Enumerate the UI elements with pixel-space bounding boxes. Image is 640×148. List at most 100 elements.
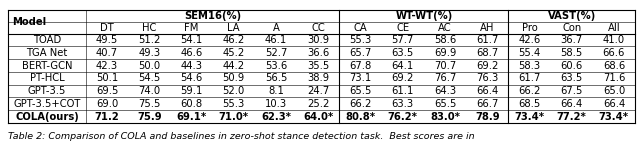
Text: 58.5: 58.5 <box>561 48 583 58</box>
Text: 52.7: 52.7 <box>265 48 287 58</box>
Text: 55.4: 55.4 <box>518 48 541 58</box>
Text: 50.1: 50.1 <box>96 73 118 83</box>
Text: Table 2: Comparison of COLA and baselines in zero-shot stance detection task.  B: Table 2: Comparison of COLA and baseline… <box>8 132 475 141</box>
Text: 55.3: 55.3 <box>223 99 245 109</box>
Text: 65.5: 65.5 <box>349 86 372 96</box>
Text: 8.1: 8.1 <box>268 86 284 96</box>
Text: 54.5: 54.5 <box>138 73 161 83</box>
Text: 83.0*: 83.0* <box>430 112 460 122</box>
Text: 56.5: 56.5 <box>265 73 287 83</box>
Text: 41.0: 41.0 <box>603 35 625 45</box>
Text: 65.0: 65.0 <box>603 86 625 96</box>
Text: LA: LA <box>227 23 240 33</box>
Text: 45.2: 45.2 <box>223 48 245 58</box>
Text: 69.2: 69.2 <box>392 73 414 83</box>
Text: 75.5: 75.5 <box>138 99 161 109</box>
Text: FM: FM <box>184 23 199 33</box>
Text: 73.4*: 73.4* <box>515 112 545 122</box>
Text: 66.4: 66.4 <box>476 86 499 96</box>
Text: 58.3: 58.3 <box>518 61 541 71</box>
Text: Con: Con <box>562 23 581 33</box>
Text: 69.9: 69.9 <box>434 48 456 58</box>
Text: 58.6: 58.6 <box>434 35 456 45</box>
Text: 36.7: 36.7 <box>561 35 583 45</box>
Text: CA: CA <box>354 23 367 33</box>
Text: 76.3: 76.3 <box>476 73 499 83</box>
Text: TGA Net: TGA Net <box>26 48 68 58</box>
Text: 49.5: 49.5 <box>96 35 118 45</box>
Text: 40.7: 40.7 <box>96 48 118 58</box>
Text: 76.2*: 76.2* <box>388 112 418 122</box>
Text: HC: HC <box>142 23 157 33</box>
Text: A: A <box>273 23 280 33</box>
Text: 24.7: 24.7 <box>307 86 330 96</box>
Text: 78.9: 78.9 <box>475 112 499 122</box>
Text: 44.3: 44.3 <box>180 61 203 71</box>
Text: 69.2: 69.2 <box>476 61 499 71</box>
Text: DT: DT <box>100 23 114 33</box>
Text: 66.2: 66.2 <box>349 99 372 109</box>
Text: 71.0*: 71.0* <box>219 112 249 122</box>
Text: 63.5: 63.5 <box>561 73 583 83</box>
Text: SEM16(%): SEM16(%) <box>184 11 241 21</box>
Text: 61.7: 61.7 <box>476 35 499 45</box>
Text: PT-HCL: PT-HCL <box>29 73 64 83</box>
Text: CC: CC <box>312 23 325 33</box>
Text: 65.7: 65.7 <box>349 48 372 58</box>
Text: 73.1: 73.1 <box>349 73 372 83</box>
Text: 46.2: 46.2 <box>223 35 245 45</box>
Text: CE: CE <box>396 23 410 33</box>
Text: 35.5: 35.5 <box>307 61 330 71</box>
Text: 69.5: 69.5 <box>96 86 118 96</box>
Text: 60.8: 60.8 <box>180 99 203 109</box>
Text: 67.5: 67.5 <box>561 86 583 96</box>
Text: 42.6: 42.6 <box>518 35 541 45</box>
Text: 70.7: 70.7 <box>434 61 456 71</box>
Text: 60.6: 60.6 <box>561 61 583 71</box>
Text: 76.7: 76.7 <box>434 73 456 83</box>
Text: All: All <box>607 23 620 33</box>
Text: 46.6: 46.6 <box>180 48 203 58</box>
Text: 63.3: 63.3 <box>392 99 414 109</box>
Text: 52.0: 52.0 <box>223 86 245 96</box>
Text: 50.9: 50.9 <box>223 73 245 83</box>
Text: 42.3: 42.3 <box>96 61 118 71</box>
Text: 66.2: 66.2 <box>518 86 541 96</box>
Text: 73.4*: 73.4* <box>599 112 629 122</box>
Text: 51.2: 51.2 <box>138 35 161 45</box>
Text: 68.6: 68.6 <box>603 61 625 71</box>
Text: 64.3: 64.3 <box>434 86 456 96</box>
Text: 59.1: 59.1 <box>180 86 203 96</box>
Text: 55.3: 55.3 <box>349 35 372 45</box>
Text: 36.6: 36.6 <box>307 48 330 58</box>
Text: 44.2: 44.2 <box>223 61 245 71</box>
Text: 69.0: 69.0 <box>96 99 118 109</box>
Text: 54.6: 54.6 <box>180 73 203 83</box>
Text: 66.6: 66.6 <box>603 48 625 58</box>
Text: 66.7: 66.7 <box>476 99 499 109</box>
Text: 68.7: 68.7 <box>476 48 499 58</box>
Text: Pro: Pro <box>522 23 538 33</box>
Text: 61.7: 61.7 <box>518 73 541 83</box>
Text: 38.9: 38.9 <box>307 73 330 83</box>
Text: 67.8: 67.8 <box>349 61 372 71</box>
Text: 25.2: 25.2 <box>307 99 330 109</box>
Text: 49.3: 49.3 <box>138 48 161 58</box>
Text: 71.6: 71.6 <box>603 73 625 83</box>
Text: AH: AH <box>480 23 494 33</box>
Text: 10.3: 10.3 <box>265 99 287 109</box>
Text: 61.1: 61.1 <box>392 86 414 96</box>
Text: WT-WT(%): WT-WT(%) <box>396 11 452 21</box>
Text: 66.4: 66.4 <box>603 99 625 109</box>
Text: 74.0: 74.0 <box>138 86 161 96</box>
Text: VAST(%): VAST(%) <box>548 11 596 21</box>
Text: 68.5: 68.5 <box>518 99 541 109</box>
Text: 71.2: 71.2 <box>95 112 120 122</box>
Text: 64.0*: 64.0* <box>303 112 333 122</box>
Text: GPT-3.5+COT: GPT-3.5+COT <box>13 99 81 109</box>
Text: TOAD: TOAD <box>33 35 61 45</box>
Text: AC: AC <box>438 23 452 33</box>
Text: COLA(ours): COLA(ours) <box>15 112 79 122</box>
Text: 30.9: 30.9 <box>307 35 330 45</box>
Text: 80.8*: 80.8* <box>346 112 376 122</box>
